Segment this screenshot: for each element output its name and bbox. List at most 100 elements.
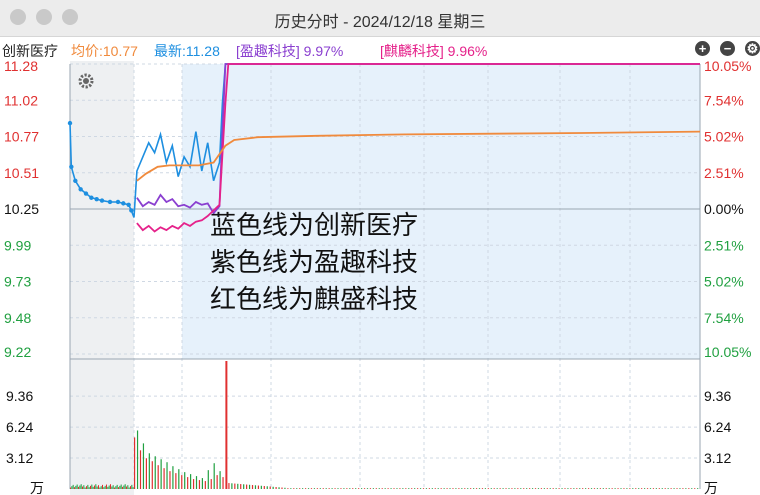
volume-bar [360,488,363,489]
volume-bar [390,488,392,489]
volume-bar [405,488,407,489]
volume-bar [272,486,274,489]
close-window-button[interactable] [10,9,26,25]
volume-bar [676,488,678,489]
volume-bar [475,488,478,489]
volume-bar [414,488,416,489]
zoom-window-button[interactable] [62,9,78,25]
volume-bar [178,469,180,489]
volume-bar [570,488,572,489]
volume-bar [340,488,342,489]
volume-tick-label: 9.36 [704,388,731,404]
volume-bar [316,488,318,489]
zoom-in-icon[interactable]: + [695,41,710,56]
volume-bar [593,488,596,489]
minimize-window-button[interactable] [36,9,52,25]
volume-tick-label: 3.12 [704,450,731,466]
volume-bar [142,443,145,489]
volume-bar [192,479,195,489]
volume-bar [319,488,321,489]
volume-bar [213,463,215,489]
volume-bar [201,478,204,489]
post-rise-fill [182,64,700,359]
volume-bar [449,488,451,489]
percent-tick-label: 10.05% [704,344,751,360]
volume-bar [608,488,610,489]
volume-bar [505,488,507,489]
volume-bar [154,456,156,489]
volume-bar [82,486,83,489]
volume-bar [204,481,206,489]
volume-bar [372,488,374,489]
annotation-line-blue: 蓝色线为创新医疗 [210,210,419,240]
percent-tick-label: 2.51% [704,237,744,253]
price-tick-label: 9.48 [4,310,31,326]
volume-bar [428,488,430,489]
volume-bar [358,488,360,489]
intraday-chart: 11.28 11.02 10.77 10.51 10.25 9.99 9.73 9.48 9.2… [4,61,751,495]
volume-bar [579,488,581,489]
volume-bar [234,483,236,489]
volume-bar [602,488,604,489]
volume-bar [127,485,129,489]
price-point [69,164,74,169]
volume-bar [667,488,669,489]
volume-bar [664,488,666,489]
volume-bar [408,488,410,489]
volume-bar [343,488,345,489]
gear-icon[interactable] [78,73,94,89]
volume-bar [126,486,127,489]
volume-bar [96,486,98,489]
volume-bar [437,488,439,489]
volume-bar [629,488,631,489]
volume-bar [160,459,162,489]
volume-bar [139,450,142,489]
volume-bar [349,488,351,489]
volume-bar [275,487,277,489]
price-tick-label: 9.99 [4,237,31,253]
volume-bar [136,430,139,489]
volume-bar [281,487,283,489]
price-point [78,187,83,192]
volume-bar [92,486,94,489]
volume-bar [120,484,122,489]
volume-bar [446,488,448,489]
settings-icon[interactable]: ⚙ [745,41,760,56]
price-point [99,198,105,203]
volume-bar [118,487,119,489]
volume-bar [148,453,150,489]
volume-bar [296,488,298,489]
zoom-out-icon[interactable]: − [720,41,735,56]
volume-bar [641,488,643,489]
price-point [126,202,131,207]
volume-bar [393,488,395,489]
price-tick-label: 10.51 [4,165,39,181]
series-line [136,63,700,215]
price-point [129,208,134,213]
percent-tick-label: 0.00% [704,201,744,217]
volume-bar [688,488,690,489]
volume-bar [243,484,245,489]
volume-bar [508,488,510,489]
volume-bar [72,484,74,489]
volume-bar [534,488,537,489]
volume-bar [331,488,333,489]
volume-bar [119,485,121,489]
percent-tick-label: 7.54% [704,310,744,326]
volume-bar [417,488,419,489]
stock-name: 创新医疗 [2,43,58,59]
volume-bar [166,462,168,489]
latest-price: 最新:11.28 [154,43,220,59]
volume-bar [425,488,428,489]
volume-bar [564,488,566,489]
volume-bar [694,488,696,489]
price-point [115,199,121,205]
volume-bar [151,461,153,489]
volume-bar [517,488,519,489]
volume-bar [440,488,442,489]
volume-bar [106,484,107,489]
volume-bar [88,487,90,489]
volume-bar [679,488,681,489]
volume-bar [646,488,649,489]
volume-bar [455,488,457,489]
